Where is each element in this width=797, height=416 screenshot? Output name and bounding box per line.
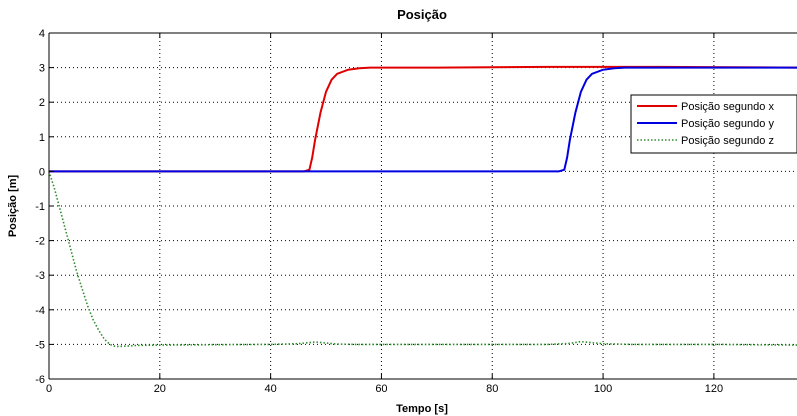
y-tick-label-10: 4 <box>39 28 45 40</box>
series-line-1 <box>49 66 797 173</box>
y-tick-label-0: -6 <box>35 374 45 386</box>
y-tick-label-9: 3 <box>39 63 45 75</box>
series-line-0 <box>49 65 797 173</box>
x-tick-label-6: 120 <box>705 383 723 395</box>
legend: Posição segundo x Posição segundo y Posiçã… <box>630 94 797 154</box>
x-axis-label: Tempo [s] <box>396 403 448 415</box>
y-tick-label-3: -3 <box>35 270 45 282</box>
x-tick-label-3: 60 <box>375 383 387 395</box>
chart-title: Posição <box>397 7 447 22</box>
axis-ticks: 0 20 40 60 80 100 120 -6 -5 -4 -3 -2 -1 0 1 2 3 4 <box>35 28 723 395</box>
y-tick-label-8: 2 <box>39 97 45 109</box>
x-tick-label-2: 40 <box>265 383 277 395</box>
legend-label-2: Posição segundo z <box>681 135 774 147</box>
y-tick-label-5: -1 <box>35 201 45 213</box>
y-tick-label-6: 0 <box>39 166 45 178</box>
x-tick-label-1: 20 <box>154 383 166 395</box>
y-axis-label: Posição [m] <box>7 174 19 237</box>
y-tick-label-1: -5 <box>35 339 45 351</box>
y-tick-label-2: -4 <box>35 305 45 317</box>
x-tick-label-0: 0 <box>46 383 52 395</box>
y-tick-label-4: -2 <box>35 236 45 248</box>
x-tick-label-4: 80 <box>486 383 498 395</box>
x-tick-label-5: 100 <box>594 383 612 395</box>
legend-label-0: Posição segundo x <box>681 101 774 113</box>
data-series <box>48 65 797 348</box>
legend-label-1: Posição segundo y <box>681 118 774 130</box>
y-tick-label-7: 1 <box>39 132 45 144</box>
series-line-2 <box>48 171 797 348</box>
